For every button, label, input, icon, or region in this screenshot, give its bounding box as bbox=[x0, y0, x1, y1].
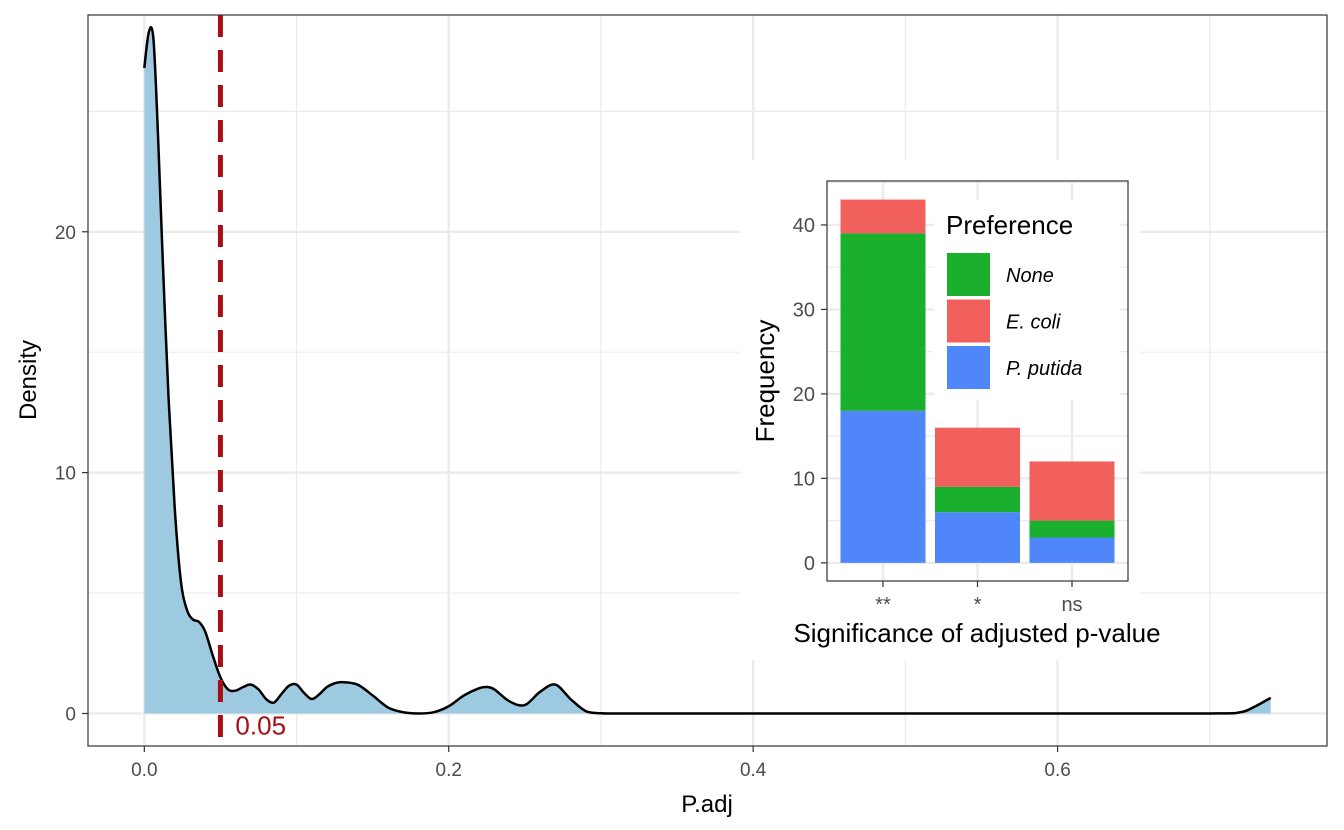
density-x-axis: 0.0 0.2 0.4 0.6 bbox=[131, 746, 1071, 781]
inset-x-axis-title: Significance of adjusted p-value bbox=[793, 618, 1160, 648]
legend-label: None bbox=[1006, 265, 1054, 287]
bar-segment bbox=[1029, 537, 1115, 563]
density-line bbox=[143, 25, 1272, 715]
inset-bars bbox=[840, 199, 1115, 563]
density-x-axis-title: P.adj bbox=[681, 791, 733, 818]
legend-key bbox=[947, 253, 990, 296]
x-tick-label: 0.4 bbox=[740, 760, 767, 781]
x-tick-label: ns bbox=[1061, 594, 1082, 616]
bar-segment bbox=[1029, 461, 1115, 521]
density-y-axis: 0 10 20 bbox=[55, 223, 88, 725]
y-tick-label: 10 bbox=[793, 468, 815, 490]
inset-y-axis-title: Frequency bbox=[750, 320, 780, 443]
y-tick-label: 0 bbox=[65, 704, 76, 725]
y-tick-label: 20 bbox=[793, 384, 815, 406]
bar-segment bbox=[935, 512, 1020, 563]
legend-title: Preference bbox=[946, 210, 1073, 240]
y-tick-label: 10 bbox=[55, 464, 76, 485]
inset-x-axis: ** * ns bbox=[875, 581, 1083, 616]
bar-segment bbox=[840, 233, 926, 411]
bar-segment bbox=[1029, 520, 1115, 538]
legend-key bbox=[947, 346, 990, 389]
legend-label: E. coli bbox=[1006, 312, 1061, 334]
density-y-axis-title: Density bbox=[15, 340, 42, 420]
x-tick-label: 0.0 bbox=[131, 760, 157, 781]
x-tick-label: 0.6 bbox=[1044, 760, 1070, 781]
inset-y-axis: 0 10 20 30 40 bbox=[793, 215, 827, 575]
threshold-label: 0.05 bbox=[235, 710, 286, 740]
x-tick-label: ** bbox=[875, 594, 891, 616]
bar-segment bbox=[840, 199, 926, 234]
y-tick-label: 40 bbox=[793, 215, 815, 237]
x-tick-label: * bbox=[974, 594, 982, 616]
bar-segment bbox=[935, 427, 1020, 487]
legend-key bbox=[947, 299, 990, 343]
y-tick-label: 20 bbox=[55, 223, 76, 244]
x-tick-label: 0.2 bbox=[436, 760, 462, 781]
y-tick-label: 30 bbox=[793, 299, 815, 321]
y-tick-label: 0 bbox=[804, 553, 815, 575]
bar-segment bbox=[935, 486, 1020, 513]
legend-label: P. putida bbox=[1006, 358, 1082, 380]
bar-segment bbox=[840, 410, 926, 563]
density-panel-border bbox=[87, 14, 1328, 747]
legend-items: None E. coli P. putida bbox=[947, 253, 1082, 389]
